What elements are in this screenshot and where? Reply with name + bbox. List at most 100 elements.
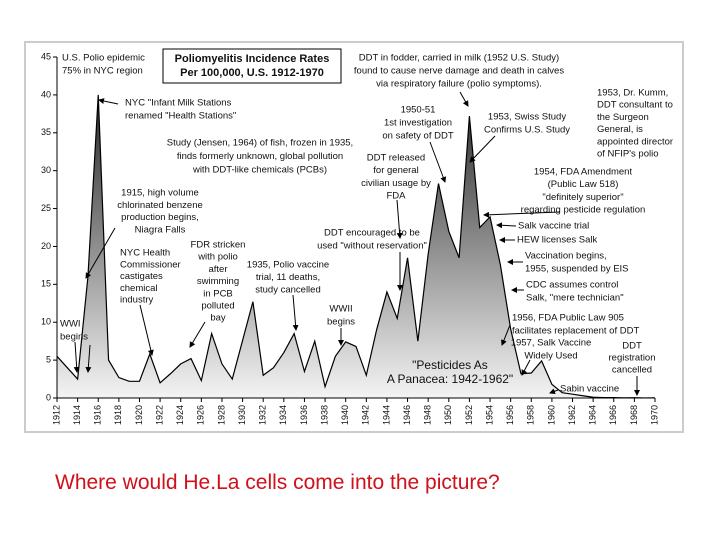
annotation: Vaccination begins, <box>525 251 607 262</box>
arrow <box>139 304 154 356</box>
annotation: swimming <box>197 276 239 287</box>
arrow <box>85 227 116 279</box>
annotation: trial, 11 deaths, <box>256 272 320 283</box>
x-tick-label: 1946 <box>402 405 412 425</box>
annotation: Study (Jensen, 1964) of fish, frozen in … <box>167 138 353 149</box>
annotation: on safety of DDT <box>382 131 453 142</box>
annotation: chemical <box>120 283 158 294</box>
x-tick-label: 1966 <box>608 405 618 425</box>
y-tick-label: 35 <box>41 127 51 137</box>
annotation: 1955, suspended by EIS <box>525 264 629 275</box>
chart-title: Poliomyelitis Incidence Rates <box>175 53 330 65</box>
annotation: NYC Health <box>120 248 170 259</box>
annotation: 1956, FDA Public Law 905 <box>512 313 624 324</box>
annotation: Commissioner <box>120 259 181 270</box>
annotation: Salk vaccine trial <box>518 221 589 232</box>
caption: Where would He.La cells come into the pi… <box>55 471 500 494</box>
annotation: HEW licenses Salk <box>517 235 597 246</box>
x-tick-label: 1954 <box>484 405 494 425</box>
annotation: FDR stricken <box>191 240 246 251</box>
x-tick-label: 1970 <box>649 405 659 425</box>
arrow <box>459 91 469 107</box>
annotation: begins <box>327 317 355 328</box>
annotation: 1953, Dr. Kumm, <box>597 88 668 99</box>
x-tick-label: 1932 <box>258 405 268 425</box>
x-tick-label: 1944 <box>381 405 391 425</box>
annotation: Sabin vaccine <box>560 384 619 395</box>
x-tick-label: 1956 <box>505 405 515 425</box>
annotation: via respiratory failure (polio symptoms)… <box>376 79 542 90</box>
y-tick-label: 30 <box>41 165 51 175</box>
x-tick-label: 1934 <box>278 405 288 425</box>
annotation: bay <box>210 313 226 324</box>
annotation: begins <box>60 332 88 343</box>
annotation: 1950-51 <box>401 105 436 116</box>
annotation: appointed director <box>597 136 673 147</box>
x-tick-label: 1926 <box>196 405 206 425</box>
annotation: registration <box>609 353 656 364</box>
annotation: cancelled <box>612 365 652 376</box>
x-tick-label: 1938 <box>319 405 329 425</box>
annotation: found to cause nerve damage and death in… <box>354 66 564 77</box>
annotation: regarding pesticide regulation <box>521 205 646 216</box>
x-tick-label: 1952 <box>464 405 474 425</box>
y-tick-label: 15 <box>41 279 51 289</box>
annotation: 1957, Salk Vaccine <box>511 338 592 349</box>
annotation: polluted <box>201 301 234 312</box>
annotation: Confirms U.S. Study <box>484 125 570 136</box>
x-tick-label: 1928 <box>216 405 226 425</box>
annotation: U.S. Polio epidemic <box>62 53 145 64</box>
annotation: General, is <box>597 124 643 135</box>
arrow <box>292 294 299 331</box>
x-tick-label: 1964 <box>588 405 598 425</box>
annotation: DDT encouraged to be <box>324 228 420 239</box>
annotation: NYC "Infant Milk Stations <box>125 98 232 109</box>
x-tick-label: 1958 <box>526 405 536 425</box>
x-tick-label: 1920 <box>134 405 144 425</box>
annotation: 1954, FDA Amendment <box>534 167 633 178</box>
y-tick-label: 25 <box>41 203 51 213</box>
annotation: with DDT-like chemicals (PCBs) <box>192 165 327 176</box>
x-tick-label: 1914 <box>72 405 82 425</box>
arrow <box>483 211 561 218</box>
annotation: 1935, Polio vaccine <box>247 260 329 271</box>
annotation: DDT in fodder, carried in milk (1952 U.S… <box>359 53 559 64</box>
y-tick-label: 20 <box>41 241 51 251</box>
arrow <box>549 388 559 395</box>
annotation: Salk, "mere technician" <box>526 293 624 304</box>
annotation: civilian usage by <box>361 178 431 189</box>
x-tick-label: 1922 <box>154 405 164 425</box>
arrow <box>73 341 80 373</box>
annotation: DDT <box>622 341 642 352</box>
annotation: study cancelled <box>255 285 320 296</box>
arrow <box>396 199 403 239</box>
annotation: 1953, Swiss Study <box>488 112 566 123</box>
annotation: (Public Law 518) <box>548 179 619 190</box>
x-tick-label: 1916 <box>93 405 103 425</box>
annotation: of NFIP's polio <box>597 149 658 160</box>
annotation: DDT consultant to <box>597 100 673 111</box>
annotation: chlorinated benzene <box>117 200 203 211</box>
arrow <box>501 324 511 346</box>
annotation: castigates <box>120 271 163 282</box>
arrow <box>496 222 517 229</box>
arrow <box>189 321 206 348</box>
x-tick-label: 1936 <box>299 405 309 425</box>
annotation: CDC assumes control <box>526 280 618 291</box>
x-tick-label: 1960 <box>546 405 556 425</box>
x-tick-label: 1940 <box>340 405 350 425</box>
x-tick-label: 1948 <box>423 405 433 425</box>
annotation: Widely Used <box>524 351 577 362</box>
annotation: WWII <box>329 304 352 315</box>
chart-title: Per 100,000, U.S. 1912-1970 <box>180 67 324 79</box>
y-tick-label: 5 <box>46 354 51 364</box>
annotation: production begins, <box>121 212 199 223</box>
x-tick-label: 1912 <box>51 405 61 425</box>
area-fill <box>57 94 655 398</box>
annotation: after <box>208 264 227 275</box>
annotation: A Panacea: 1942-1962" <box>387 372 513 386</box>
x-tick-label: 1924 <box>175 405 185 425</box>
x-tick-label: 1942 <box>361 405 371 425</box>
arrow <box>521 359 531 376</box>
